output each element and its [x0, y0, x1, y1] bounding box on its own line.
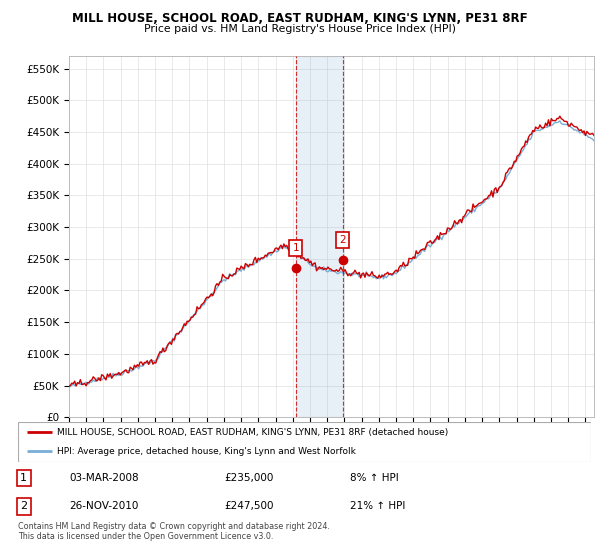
Text: 21% ↑ HPI: 21% ↑ HPI — [350, 501, 406, 511]
Text: 2: 2 — [20, 501, 27, 511]
Text: 26-NOV-2010: 26-NOV-2010 — [70, 501, 139, 511]
Text: 8% ↑ HPI: 8% ↑ HPI — [350, 473, 399, 483]
Text: MILL HOUSE, SCHOOL ROAD, EAST RUDHAM, KING'S LYNN, PE31 8RF: MILL HOUSE, SCHOOL ROAD, EAST RUDHAM, KI… — [72, 12, 528, 25]
Text: MILL HOUSE, SCHOOL ROAD, EAST RUDHAM, KING'S LYNN, PE31 8RF (detached house): MILL HOUSE, SCHOOL ROAD, EAST RUDHAM, KI… — [57, 428, 448, 437]
Text: 1: 1 — [292, 243, 299, 253]
Text: 03-MAR-2008: 03-MAR-2008 — [70, 473, 139, 483]
Text: Contains HM Land Registry data © Crown copyright and database right 2024.
This d: Contains HM Land Registry data © Crown c… — [18, 522, 330, 542]
Text: £235,000: £235,000 — [224, 473, 274, 483]
Text: £247,500: £247,500 — [224, 501, 274, 511]
Bar — [296, 56, 343, 417]
Text: 1: 1 — [20, 473, 27, 483]
Text: 2: 2 — [340, 235, 346, 245]
Text: HPI: Average price, detached house, King's Lynn and West Norfolk: HPI: Average price, detached house, King… — [57, 447, 356, 456]
Text: Price paid vs. HM Land Registry's House Price Index (HPI): Price paid vs. HM Land Registry's House … — [144, 24, 456, 34]
